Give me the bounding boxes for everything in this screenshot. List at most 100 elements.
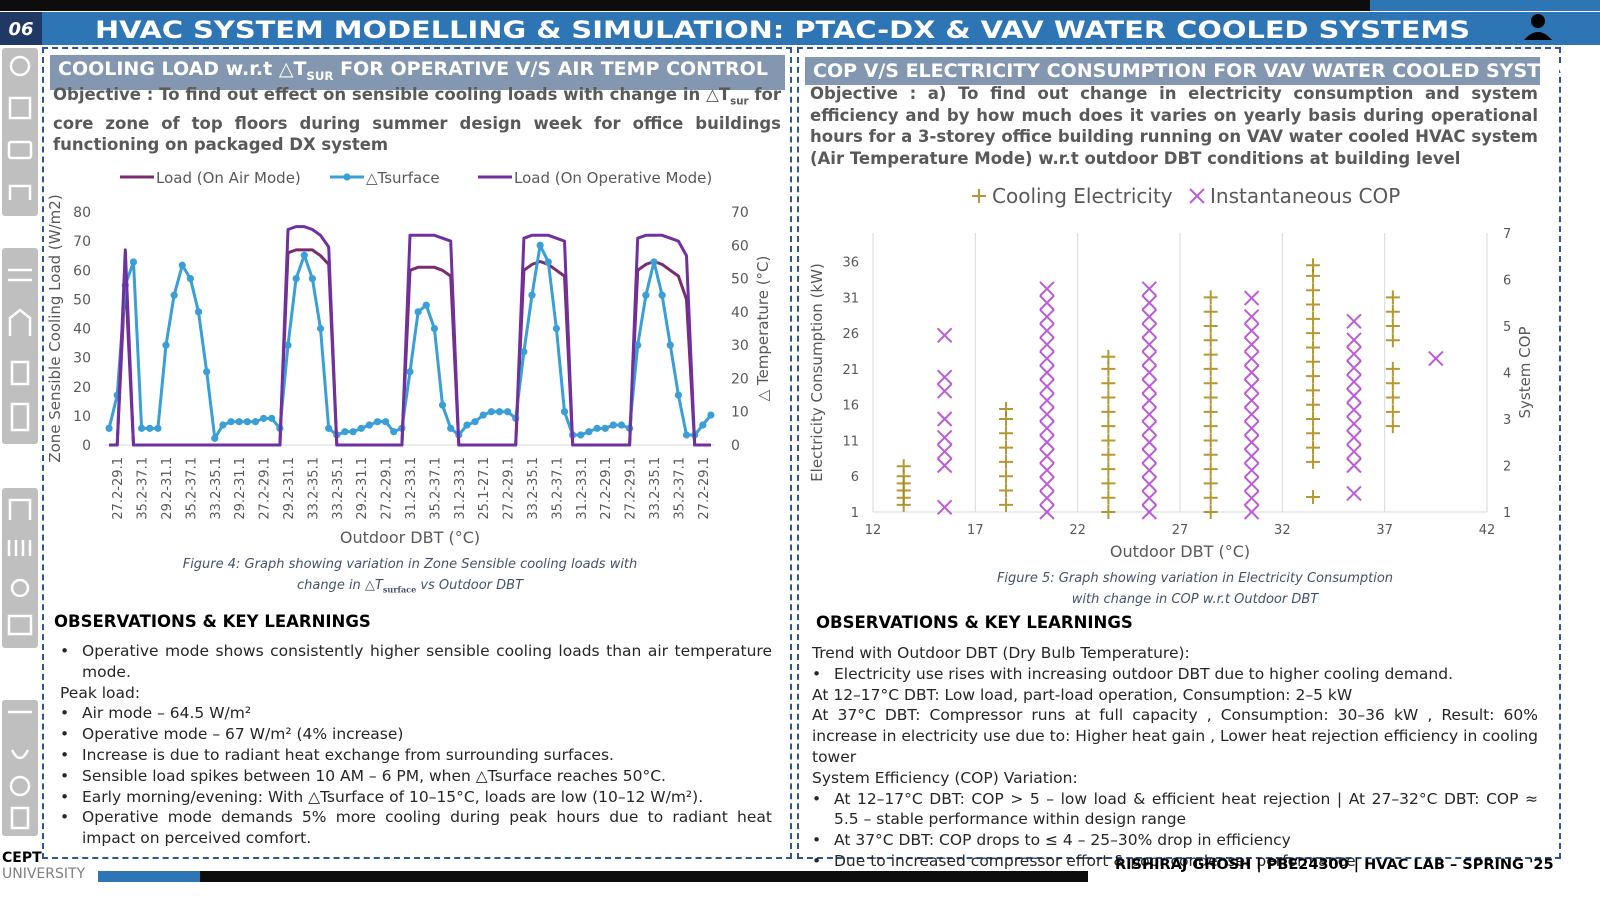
marker xyxy=(1243,420,1260,437)
legend-label: Load (On Air Mode) xyxy=(156,169,301,187)
marker xyxy=(1306,397,1321,412)
marker xyxy=(1346,374,1362,390)
marker xyxy=(1243,336,1260,353)
marker xyxy=(186,274,194,283)
marker xyxy=(300,251,308,259)
left-observations: Operative mode shows consistently higher… xyxy=(54,641,772,849)
marker xyxy=(1141,308,1158,325)
y2-tick-label: 50 xyxy=(731,272,749,288)
x-tick-label: 32 xyxy=(1274,523,1291,538)
marker xyxy=(1385,361,1400,376)
marker xyxy=(1385,419,1400,434)
marker xyxy=(1203,490,1218,505)
header-bar xyxy=(0,12,1600,45)
marker xyxy=(1039,504,1055,520)
x-tick-label: 12 xyxy=(865,523,882,538)
marker xyxy=(609,421,617,429)
x-tick-label: 27.2-29.1 xyxy=(599,457,614,520)
marker xyxy=(316,324,325,333)
x-tick-label: 17 xyxy=(967,523,984,538)
observation: Electricity use rises with increasing ou… xyxy=(806,664,1538,685)
slide-number: 06 xyxy=(8,19,33,40)
header-title: HVAC SYSTEM MODELLING & SIMULATION: PTAC… xyxy=(95,16,1470,44)
marker xyxy=(1203,505,1218,519)
marker xyxy=(1039,295,1055,311)
left-obs-title: OBSERVATIONS & KEY LEARNINGS xyxy=(54,612,371,631)
footer-strip xyxy=(200,871,1088,882)
marker xyxy=(707,411,715,419)
marker xyxy=(1385,304,1400,319)
marker xyxy=(357,424,365,432)
marker xyxy=(1243,290,1260,306)
marker xyxy=(666,341,674,349)
marker xyxy=(430,324,438,333)
marker xyxy=(1306,258,1321,273)
observation: Due to increased compressor effort & poo… xyxy=(806,851,1538,872)
marker xyxy=(414,308,422,316)
marker xyxy=(138,424,146,432)
marker xyxy=(1141,504,1158,520)
marker xyxy=(129,258,138,266)
marker xyxy=(447,424,455,432)
marker xyxy=(1203,347,1218,362)
marker xyxy=(1141,448,1158,464)
x-tick-label: 27.2-29.1 xyxy=(624,457,639,520)
caption-line: change in △Tsurface vs Outdoor DBT xyxy=(110,575,710,601)
marker xyxy=(936,327,953,344)
marker xyxy=(1243,476,1260,492)
marker xyxy=(601,424,609,432)
marker xyxy=(1306,489,1321,504)
caption-line: Figure 4: Graph showing variation in Zon… xyxy=(182,557,638,572)
right-objective: Objective : a) To find out change in ele… xyxy=(810,84,1538,168)
y-axis-label: Electricity Consumption (kW) xyxy=(808,263,826,482)
marker xyxy=(1039,476,1055,492)
marker xyxy=(999,426,1014,441)
x-tick-label: 31.2-33.1 xyxy=(404,457,419,520)
x-tick-label: 29.2-31.1 xyxy=(160,457,175,520)
marker xyxy=(1141,378,1158,395)
legend-marker xyxy=(343,173,351,181)
x-tick-label: 27 xyxy=(1172,523,1189,538)
marker xyxy=(1346,346,1362,362)
x-tick-label: 33.2-35.1 xyxy=(526,457,541,520)
y-tick-label: 36 xyxy=(842,256,859,271)
x-tick-label: 37 xyxy=(1376,523,1393,538)
marker xyxy=(1039,378,1055,395)
y2-tick-label: 60 xyxy=(731,238,749,254)
marker xyxy=(1346,401,1362,418)
marker xyxy=(1101,433,1116,448)
marker xyxy=(585,428,593,436)
x-tick-label: 27.2-29.1 xyxy=(502,457,517,520)
caption-sub: surface xyxy=(382,584,417,595)
marker xyxy=(227,418,235,426)
marker xyxy=(1385,290,1400,305)
marker xyxy=(936,369,953,385)
x-tick-label: 29.2-31.1 xyxy=(233,457,248,520)
marker xyxy=(504,408,512,416)
y-axis-label: Zone Sensible Cooling Load (W/m2) xyxy=(46,194,64,462)
marker xyxy=(1203,433,1218,448)
marker xyxy=(1243,490,1260,506)
observation: Air mode – 64.5 W/m² xyxy=(54,703,772,724)
marker xyxy=(936,383,953,399)
objective-text: for core zone of top floors during summe… xyxy=(53,85,781,155)
marker xyxy=(1141,281,1158,297)
marker xyxy=(1039,392,1055,409)
marker xyxy=(1346,457,1362,474)
marker xyxy=(1306,283,1321,298)
user-icon xyxy=(1524,14,1552,40)
y2-tick-label: 40 xyxy=(731,305,749,321)
y-tick-label: 70 xyxy=(73,234,91,250)
sidebar-icons xyxy=(7,55,33,830)
y2-tick-label: 2 xyxy=(1503,460,1511,475)
y-tick-label: 6 xyxy=(851,470,859,485)
marker xyxy=(1306,354,1321,369)
x-axis-label: Outdoor DBT (°C) xyxy=(340,528,480,547)
observation: At 12–17°C DBT: Low load, part-load oper… xyxy=(812,685,1353,704)
marker xyxy=(593,424,601,432)
y-tick-label: 20 xyxy=(73,380,91,396)
y2-tick-label: 5 xyxy=(1503,320,1511,335)
marker xyxy=(284,341,292,349)
marker xyxy=(1101,349,1116,364)
